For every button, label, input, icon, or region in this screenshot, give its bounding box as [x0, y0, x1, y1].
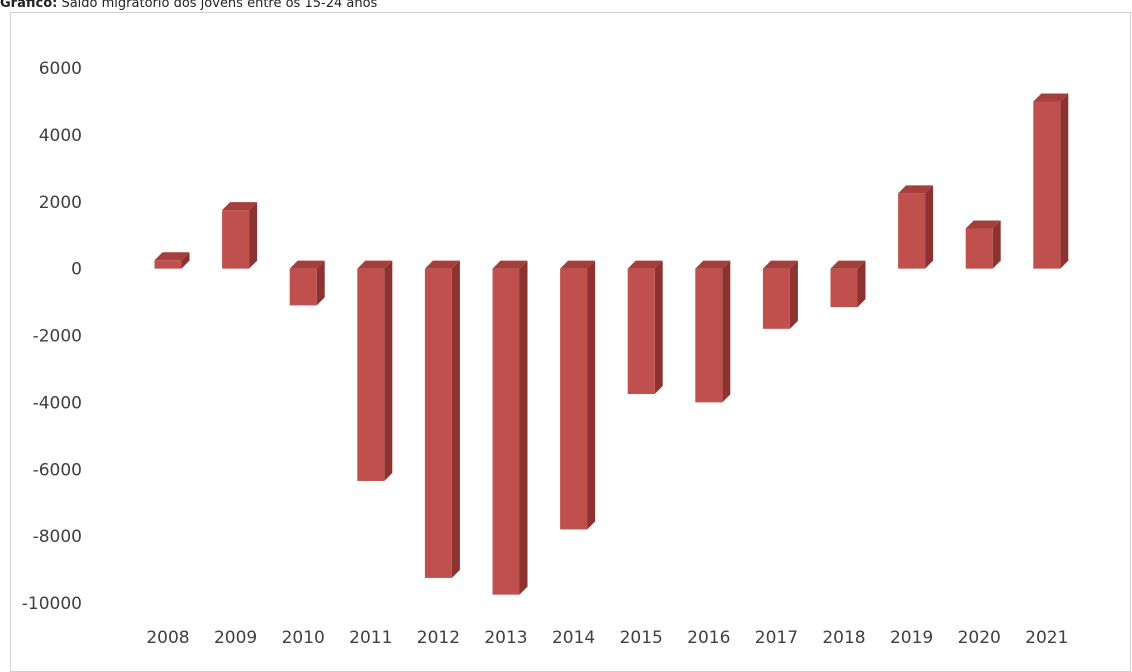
- x-tick-label: 2014: [552, 628, 595, 648]
- bar-2017: [762, 260, 798, 329]
- y-tick-label: -8000: [33, 527, 82, 547]
- bar-top: [965, 220, 1001, 229]
- bar-side: [1060, 93, 1069, 269]
- bar-front: [627, 268, 655, 395]
- bar-2009: [222, 202, 258, 269]
- x-tick-label: 2009: [214, 628, 257, 648]
- bar-top: [898, 185, 934, 194]
- bar-top: [154, 252, 190, 261]
- bar-front: [830, 268, 858, 308]
- x-tick-label: 2017: [755, 628, 798, 648]
- bar-front: [898, 193, 926, 269]
- x-tick-label: 2016: [687, 628, 730, 648]
- bar-front: [424, 268, 452, 578]
- bar-side: [722, 260, 731, 403]
- y-tick-label: -10000: [22, 594, 82, 614]
- bar-top: [560, 260, 596, 269]
- bar-top: [830, 260, 866, 269]
- x-tick-label: 2020: [958, 628, 1001, 648]
- bar-front: [492, 268, 520, 595]
- y-tick-label: -4000: [33, 393, 82, 413]
- bar-side: [587, 260, 596, 530]
- bar-2011: [357, 260, 393, 481]
- y-tick-label: 4000: [39, 126, 82, 146]
- bar-2019: [898, 185, 934, 269]
- y-tick-label: 2000: [39, 193, 82, 213]
- bar-2014: [560, 260, 596, 530]
- bar-top: [762, 260, 798, 269]
- x-axis: 2008 2009 2010 2011 2012 2013 2014 2015 2016 2017…: [146, 628, 1068, 648]
- y-tick-label: -6000: [33, 460, 82, 480]
- bar-side: [789, 260, 798, 329]
- bar-2012: [424, 260, 460, 578]
- bar-front: [289, 268, 317, 306]
- bar-2018: [830, 260, 866, 308]
- x-tick-label: 2019: [890, 628, 933, 648]
- caption-label: Gráfico:: [0, 0, 58, 11]
- x-tick-label: 2015: [620, 628, 663, 648]
- bar-top: [1033, 93, 1069, 102]
- bar-front: [222, 210, 250, 269]
- bar-front: [560, 268, 588, 530]
- bar-side: [451, 260, 460, 578]
- y-tick-label: 0: [71, 260, 82, 280]
- bar-side: [857, 260, 866, 308]
- y-axis: 6000 4000 2000 0 -2000 -4000 -6000 -8000 -10000: [22, 59, 82, 614]
- x-tick-label: 2008: [146, 628, 189, 648]
- bar-side: [384, 260, 393, 481]
- x-tick-label: 2010: [282, 628, 325, 648]
- x-tick-label: 2011: [349, 628, 392, 648]
- bar-top: [424, 260, 460, 269]
- bar-2010: [289, 260, 325, 306]
- bar-side: [925, 185, 934, 269]
- y-tick-label: -2000: [33, 327, 82, 347]
- bar-front: [1033, 101, 1061, 269]
- bar-side: [249, 202, 258, 269]
- x-tick-label: 2021: [1025, 628, 1068, 648]
- bar-2020: [965, 220, 1001, 269]
- bar-2016: [695, 260, 731, 403]
- y-tick-label: 6000: [39, 59, 82, 79]
- bar-front: [695, 268, 723, 403]
- bar-top: [222, 202, 258, 211]
- chart-caption: Gráfico: Saldo migratório dos jovens ent…: [0, 0, 377, 11]
- bar-side: [316, 260, 325, 306]
- x-tick-label: 2018: [822, 628, 865, 648]
- bar-2015: [627, 260, 663, 395]
- bar-top: [289, 260, 325, 269]
- bar-top: [695, 260, 731, 269]
- bar-front: [762, 268, 790, 329]
- bar-front: [154, 260, 182, 269]
- bar-front: [965, 228, 993, 269]
- bar-side: [519, 260, 528, 595]
- bar-side: [181, 252, 190, 269]
- bar-2008: [154, 252, 190, 269]
- bar-side: [654, 260, 663, 395]
- bar-side: [992, 220, 1001, 269]
- bar-2021: [1033, 93, 1069, 269]
- bar-top: [357, 260, 393, 269]
- bar-2013: [492, 260, 528, 595]
- bar-top: [492, 260, 528, 269]
- x-tick-label: 2013: [484, 628, 527, 648]
- x-tick-label: 2012: [417, 628, 460, 648]
- bar-top: [627, 260, 663, 269]
- caption-text: Saldo migratório dos jovens entre os 15-…: [61, 0, 378, 11]
- bar-series: [154, 93, 1069, 595]
- bar-front: [357, 268, 385, 481]
